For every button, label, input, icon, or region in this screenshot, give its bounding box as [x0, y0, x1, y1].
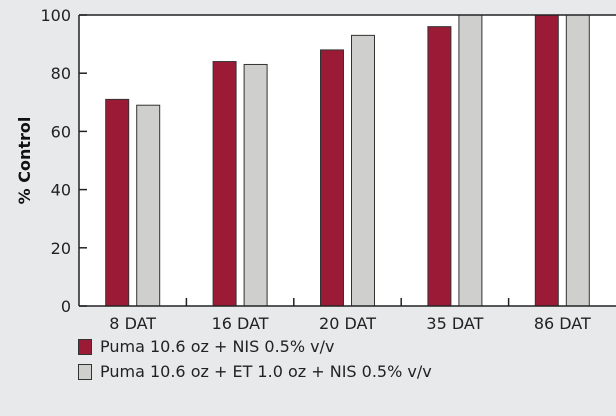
x-category-label-3: 20 DAT: [319, 314, 376, 330]
y-tick-label-1: 20: [51, 239, 71, 258]
bars-group: [105, 14, 590, 307]
axes-group: [78, 14, 616, 307]
legend-item-series-1: Puma 10.6 oz + NIS 0.5% v/v: [78, 336, 432, 357]
x-categories-group: 8 DAT 16 DAT 20 DAT 35 DAT 86 DAT: [109, 314, 591, 330]
x-category-label-4: 35 DAT: [426, 314, 483, 330]
y-tick-label-4: 80: [51, 64, 71, 83]
y-axis-label: % Control: [15, 117, 34, 205]
bar-series-1-4: [427, 26, 452, 307]
bar-chart: 0 20 40 60 80 100 8 DAT 16 DAT 20 DAT 35 DAT 86 D…: [15, 6, 616, 330]
legend-item-series-2: Puma 10.6 oz + ET 1.0 oz + NIS 0.5% v/v: [78, 361, 432, 382]
bar-series-1-2: [212, 61, 237, 307]
bar-series-1-1: [105, 98, 130, 307]
legend-label-series-1: Puma 10.6 oz + NIS 0.5% v/v: [100, 337, 335, 356]
legend: Puma 10.6 oz + NIS 0.5% v/v Puma 10.6 oz…: [78, 336, 432, 386]
y-tick-label-2: 40: [51, 181, 71, 200]
x-category-label-5: 86 DAT: [534, 314, 591, 330]
bar-series-2-1: [136, 104, 161, 307]
bar-series-1-5: [534, 14, 559, 307]
x-category-label-2: 16 DAT: [212, 314, 269, 330]
bar-series-2-3: [351, 34, 375, 307]
y-ticks-group: 0 20 40 60 80 100: [40, 6, 87, 316]
bar-series-2-4: [458, 14, 483, 307]
legend-label-series-2: Puma 10.6 oz + ET 1.0 oz + NIS 0.5% v/v: [100, 362, 432, 381]
plot-background: [79, 15, 616, 306]
legend-swatch-series-1: [78, 338, 92, 355]
bar-series-2-5: [565, 14, 590, 307]
bar-series-2-2: [243, 63, 268, 307]
plot-area: [79, 15, 616, 306]
bar-series-1-3: [320, 49, 344, 307]
y-tick-label-3: 60: [51, 122, 71, 141]
legend-swatch-series-2: [78, 363, 92, 380]
y-tick-label-5: 100: [40, 6, 71, 25]
y-tick-label-0: 0: [61, 297, 71, 316]
x-category-label-1: 8 DAT: [109, 314, 156, 330]
